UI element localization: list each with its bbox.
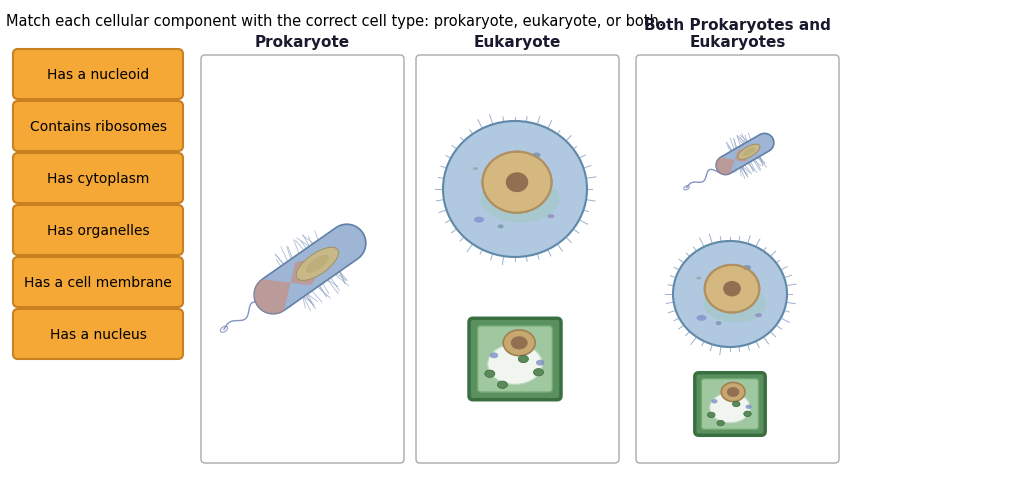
Ellipse shape <box>484 370 495 378</box>
FancyBboxPatch shape <box>201 56 404 463</box>
Ellipse shape <box>696 277 701 280</box>
Text: Prokaryote: Prokaryote <box>255 35 350 50</box>
Ellipse shape <box>732 402 740 407</box>
Polygon shape <box>716 150 748 175</box>
Ellipse shape <box>474 217 484 223</box>
Ellipse shape <box>518 356 528 363</box>
Ellipse shape <box>743 411 752 417</box>
Ellipse shape <box>489 353 499 359</box>
FancyBboxPatch shape <box>469 319 561 400</box>
FancyBboxPatch shape <box>13 102 183 152</box>
Ellipse shape <box>480 176 559 224</box>
Text: Has a cell membrane: Has a cell membrane <box>25 275 172 289</box>
Ellipse shape <box>473 168 478 171</box>
Ellipse shape <box>534 369 544 376</box>
FancyBboxPatch shape <box>13 154 183 203</box>
Text: Eukaryote: Eukaryote <box>474 35 561 50</box>
Ellipse shape <box>710 393 751 423</box>
Text: Has a nucleoid: Has a nucleoid <box>47 68 150 82</box>
Ellipse shape <box>738 145 760 160</box>
Text: Has organelles: Has organelles <box>47 224 150 238</box>
Ellipse shape <box>673 242 787 347</box>
Text: Has a nucleus: Has a nucleus <box>49 327 146 341</box>
Ellipse shape <box>511 337 527 350</box>
FancyBboxPatch shape <box>416 56 618 463</box>
Ellipse shape <box>712 399 718 404</box>
FancyBboxPatch shape <box>13 309 183 359</box>
Ellipse shape <box>482 152 552 213</box>
Ellipse shape <box>443 122 587 258</box>
Ellipse shape <box>487 344 543 385</box>
Ellipse shape <box>727 387 739 397</box>
Ellipse shape <box>745 405 752 409</box>
Ellipse shape <box>506 173 528 193</box>
Ellipse shape <box>696 315 707 321</box>
Text: Has cytoplasm: Has cytoplasm <box>47 172 150 185</box>
FancyBboxPatch shape <box>13 205 183 256</box>
Ellipse shape <box>306 255 329 273</box>
FancyBboxPatch shape <box>701 379 759 429</box>
Ellipse shape <box>723 282 741 297</box>
Ellipse shape <box>296 248 339 281</box>
Ellipse shape <box>716 322 722 325</box>
Ellipse shape <box>742 148 755 157</box>
Ellipse shape <box>717 421 724 426</box>
Ellipse shape <box>703 286 766 323</box>
Polygon shape <box>716 134 774 175</box>
Polygon shape <box>254 225 366 314</box>
Ellipse shape <box>705 265 760 313</box>
Text: Match each cellular component with the correct cell type: prokaryote, eukaryote,: Match each cellular component with the c… <box>6 14 664 29</box>
Ellipse shape <box>536 360 545 366</box>
FancyBboxPatch shape <box>13 258 183 307</box>
Text: Contains ribosomes: Contains ribosomes <box>30 120 167 134</box>
Ellipse shape <box>532 153 541 158</box>
Ellipse shape <box>498 225 504 229</box>
Ellipse shape <box>708 412 715 418</box>
Ellipse shape <box>498 381 508 388</box>
Ellipse shape <box>743 265 751 270</box>
Ellipse shape <box>548 215 555 219</box>
Ellipse shape <box>503 330 536 356</box>
Text: Both Prokaryotes and
Eukaryotes: Both Prokaryotes and Eukaryotes <box>644 18 830 50</box>
FancyBboxPatch shape <box>477 326 552 392</box>
Polygon shape <box>254 262 316 314</box>
Ellipse shape <box>721 383 745 402</box>
FancyBboxPatch shape <box>13 50 183 100</box>
FancyBboxPatch shape <box>636 56 839 463</box>
FancyBboxPatch shape <box>695 373 765 435</box>
Ellipse shape <box>755 314 762 318</box>
